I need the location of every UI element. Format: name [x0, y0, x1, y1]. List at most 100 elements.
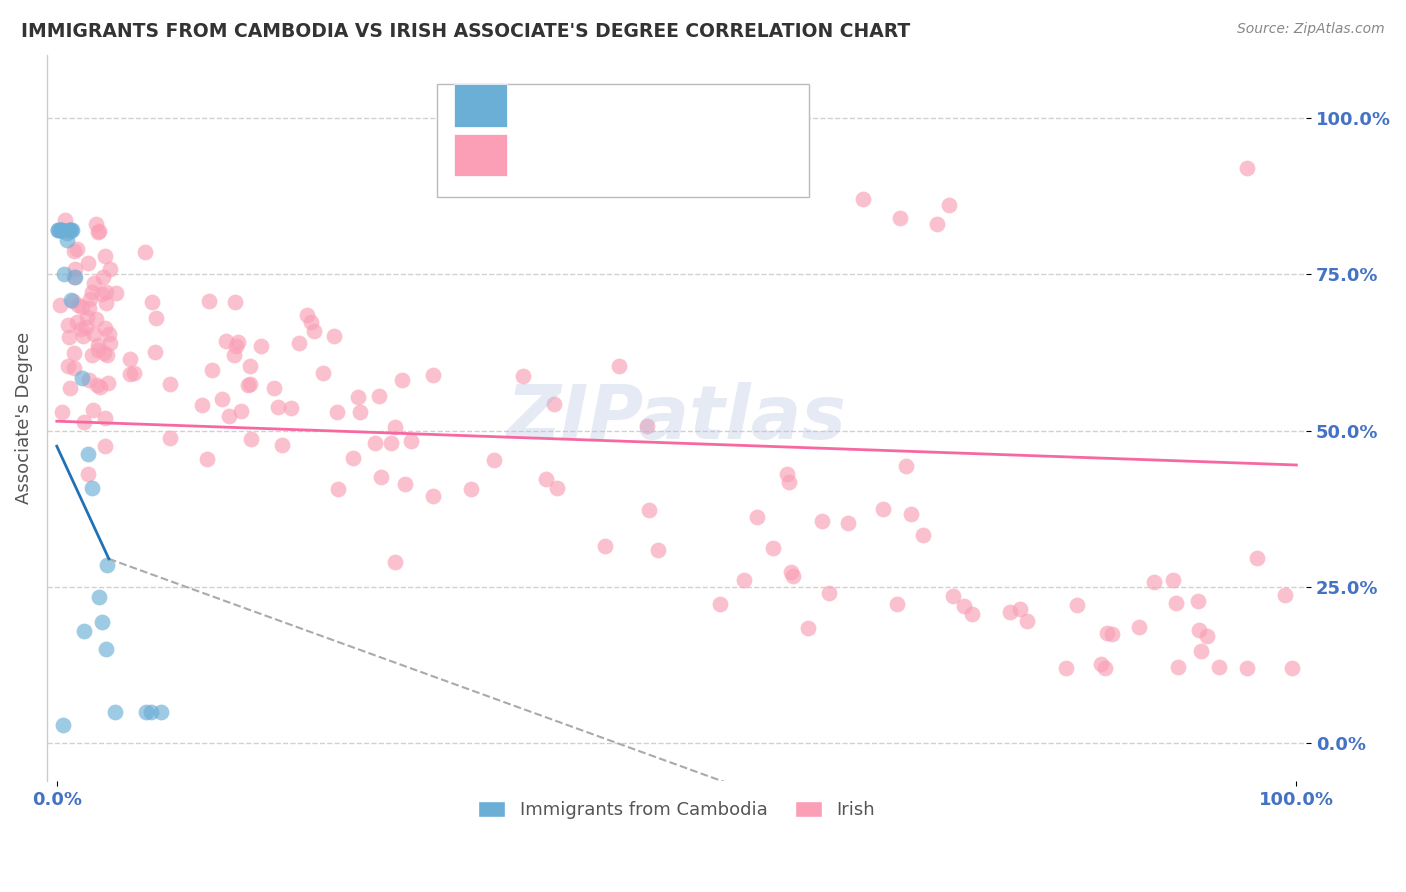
- Point: [778, 475, 800, 489]
- Point: [73, 624, 96, 638]
- Point: [134, 244, 156, 259]
- Point: [938, 198, 960, 212]
- Point: [323, 329, 346, 343]
- Point: [394, 476, 416, 491]
- Legend: Immigrants from Cambodia, Irish: Immigrants from Cambodia, Irish: [471, 794, 882, 826]
- Point: [636, 419, 658, 434]
- Point: [86, 337, 108, 351]
- Point: [56, 359, 79, 373]
- Point: [952, 599, 974, 613]
- Point: [780, 566, 803, 580]
- Point: [837, 516, 859, 530]
- Point: [63, 345, 86, 359]
- Point: [1143, 574, 1166, 589]
- Point: [59, 223, 82, 237]
- Point: [51, 223, 73, 237]
- Point: [401, 434, 423, 448]
- Point: [122, 366, 145, 380]
- Point: [422, 368, 444, 382]
- Point: [86, 377, 108, 392]
- Point: [1017, 615, 1039, 629]
- Point: [87, 591, 110, 605]
- Point: [89, 224, 111, 238]
- Point: [271, 438, 294, 452]
- Point: [84, 217, 107, 231]
- Point: [239, 376, 262, 391]
- Point: [89, 380, 111, 394]
- Point: [94, 249, 117, 263]
- Point: [1281, 661, 1303, 675]
- Point: [224, 295, 246, 310]
- Point: [1094, 661, 1116, 675]
- Point: [143, 344, 166, 359]
- Point: [52, 717, 75, 731]
- Point: [93, 346, 115, 360]
- Point: [79, 292, 101, 306]
- Point: [98, 261, 121, 276]
- Point: [1167, 660, 1189, 674]
- Point: [70, 322, 93, 336]
- Point: [96, 641, 118, 656]
- Point: [198, 294, 221, 309]
- Point: [48, 223, 70, 237]
- Point: [104, 285, 127, 300]
- Point: [94, 411, 117, 425]
- Point: [312, 366, 335, 380]
- Point: [62, 244, 84, 258]
- Point: [222, 347, 245, 361]
- Point: [1187, 593, 1209, 607]
- Point: [82, 403, 104, 417]
- Point: [218, 409, 240, 423]
- Point: [250, 339, 273, 353]
- Point: [363, 436, 385, 450]
- Point: [51, 404, 73, 418]
- Point: [56, 234, 79, 248]
- Point: [593, 539, 616, 553]
- Point: [67, 298, 90, 312]
- Point: [1008, 601, 1031, 615]
- Point: [872, 502, 894, 516]
- Point: [709, 597, 731, 611]
- Point: [70, 371, 93, 385]
- Point: [48, 223, 70, 237]
- Point: [159, 376, 181, 391]
- Point: [98, 335, 121, 350]
- Point: [60, 293, 83, 307]
- Point: [77, 256, 100, 270]
- Point: [87, 343, 110, 357]
- Point: [104, 705, 127, 719]
- Point: [77, 467, 100, 481]
- Point: [63, 270, 86, 285]
- Point: [1056, 661, 1078, 675]
- Point: [384, 555, 406, 569]
- Point: [384, 420, 406, 434]
- Point: [72, 328, 94, 343]
- Point: [56, 318, 79, 333]
- Point: [225, 339, 247, 353]
- Point: [349, 405, 371, 419]
- Point: [1164, 596, 1187, 610]
- Text: Source: ZipAtlas.com: Source: ZipAtlas.com: [1237, 22, 1385, 37]
- Point: [66, 242, 89, 256]
- Point: [1095, 625, 1118, 640]
- Point: [536, 472, 558, 486]
- Point: [58, 329, 80, 343]
- Point: [894, 459, 917, 474]
- Point: [638, 503, 661, 517]
- Point: [546, 481, 568, 495]
- Point: [195, 452, 218, 467]
- Point: [747, 509, 769, 524]
- Point: [811, 514, 834, 528]
- Point: [1161, 573, 1184, 587]
- Point: [70, 300, 93, 314]
- Point: [90, 286, 112, 301]
- Point: [200, 363, 222, 377]
- Point: [87, 225, 110, 239]
- Point: [240, 433, 263, 447]
- Point: [817, 586, 839, 600]
- Point: [1246, 550, 1268, 565]
- Point: [159, 431, 181, 445]
- Point: [733, 573, 755, 587]
- Point: [512, 369, 534, 384]
- Point: [422, 489, 444, 503]
